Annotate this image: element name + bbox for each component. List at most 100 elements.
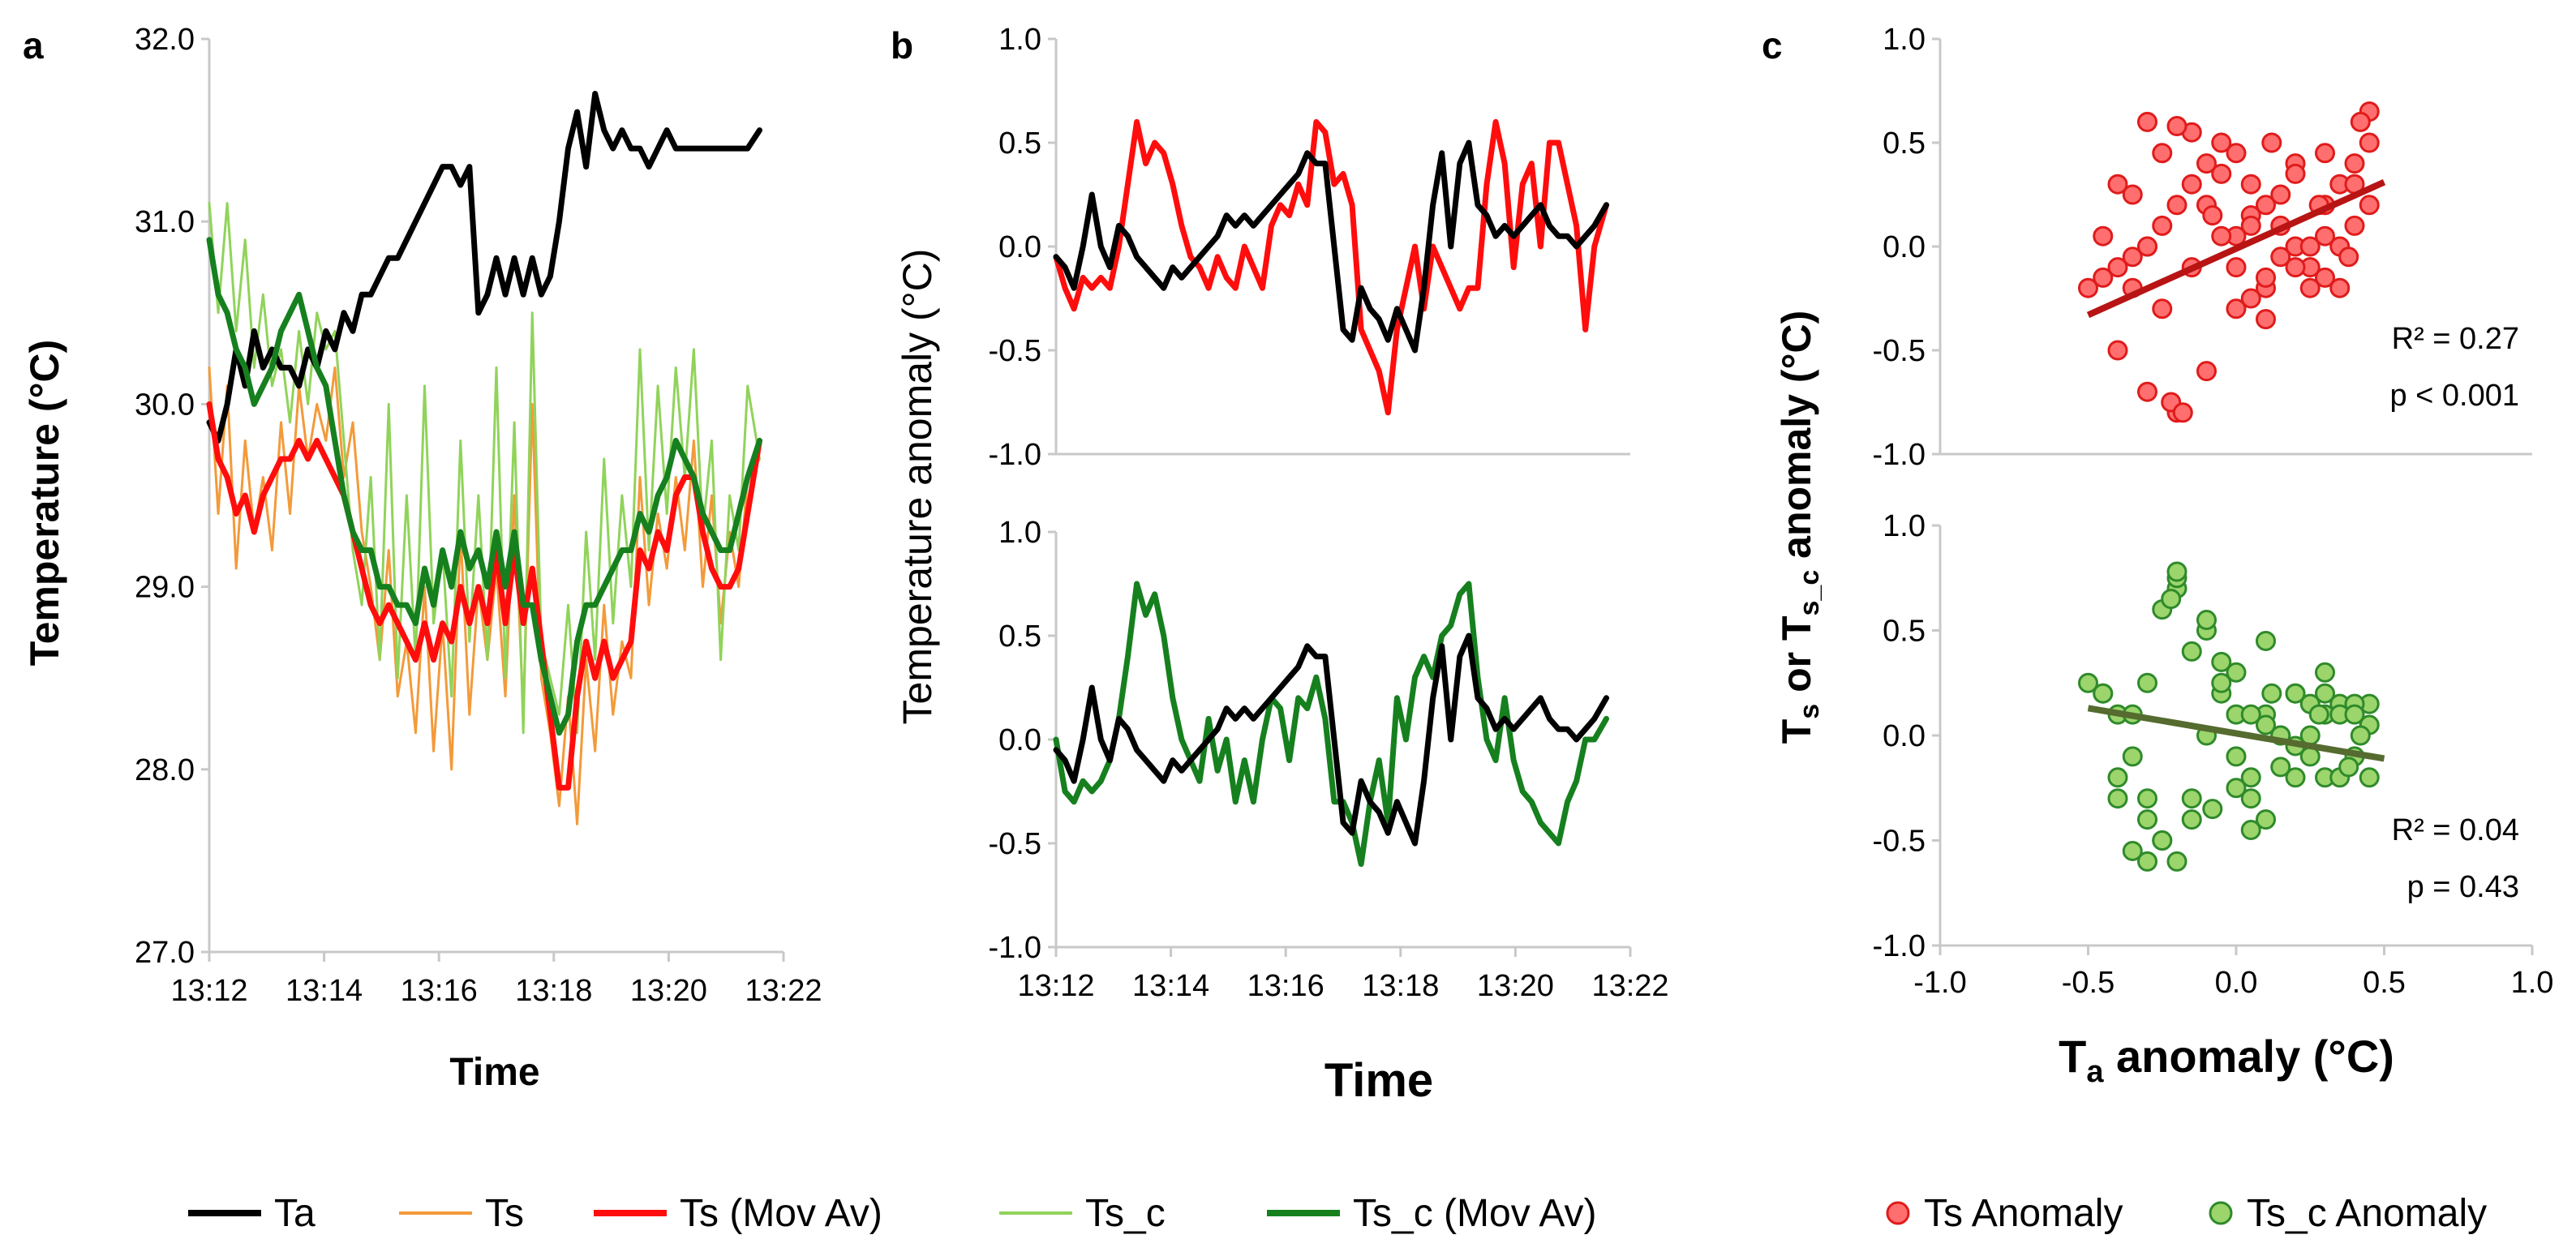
scatter-point [2196, 610, 2217, 631]
scatter-point [2240, 174, 2261, 195]
panel-label-a: a [23, 24, 44, 66]
scatter-point [2152, 830, 2173, 851]
panel-b-top-chart: -1.0 -0.5 0.0 0.5 1.0 [989, 23, 1630, 472]
scatter-point [2166, 116, 2187, 137]
scatter-point [2350, 725, 2371, 746]
annotation-r2: R² = 0.27 [2392, 322, 2519, 356]
panel-c-ylabel: Ts or Ts_c anomaly (°C) [1774, 311, 1825, 744]
y-tick-label: -1.0 [1873, 929, 1926, 963]
x-tick-label: 0.5 [2363, 966, 2406, 1000]
panel-a-chart: 27.0 28.0 29.0 30.0 31.0 32.0 13:12 13:14 13:16 1… [135, 23, 822, 1008]
scatter-point [2226, 143, 2247, 164]
legend-label-ts-anomaly: Ts Anomaly [1924, 1192, 2123, 1235]
x-tick-label: 0.0 [2215, 966, 2258, 1000]
scatter-point [2078, 277, 2098, 298]
panel-c-bottom-chart: -1.0 -0.5 0.0 0.5 1.0 -1.0 -0.5 0.0 0.5 1.0 R² = 0… [1873, 509, 2554, 1000]
scatter-point [2122, 746, 2143, 767]
x-tick-label: 1.0 [2511, 966, 2554, 1000]
panel-label-c: c [1762, 24, 1783, 66]
scatter-point [2107, 174, 2128, 195]
trend-line [2086, 178, 2386, 319]
scatter-point [2285, 683, 2306, 704]
annotation-p: p = 0.43 [2407, 870, 2519, 904]
scatter-point [2308, 704, 2329, 725]
scatter-point [2315, 662, 2335, 683]
y-tick-label: -0.5 [1873, 334, 1926, 368]
x-tick-label: 13:12 [170, 974, 247, 1008]
scatter-point [2181, 788, 2202, 809]
scatter-point [2256, 267, 2276, 288]
series-line-ts [208, 366, 761, 825]
scatter-point [2338, 757, 2359, 778]
x-tick-label: 13:20 [630, 974, 707, 1008]
y-tick-label: 1.0 [998, 23, 1041, 57]
scatter-point [2161, 589, 2182, 610]
scatter-point [2240, 288, 2261, 309]
y-tick-label: 29.0 [135, 571, 195, 605]
legend-label-tsc-anomaly: Ts_c Anomaly [2247, 1192, 2487, 1235]
x-tick-label: 13:18 [1362, 969, 1439, 1003]
scatter-point [2137, 851, 2157, 872]
scatter-point [2299, 236, 2321, 257]
x-tick-label: -1.0 [1913, 966, 1966, 1000]
x-tick-label: 13:22 [1591, 969, 1668, 1003]
series-line-ts_mov [206, 401, 762, 791]
scatter-point [2344, 215, 2365, 236]
scatter-point [2359, 195, 2380, 216]
y-tick-label: -0.5 [1873, 825, 1926, 859]
scatter-point [2093, 683, 2114, 704]
panel-b-ylabel: Temperature anomaly (°C) [895, 249, 940, 725]
legend-marker-ts-anomaly [1886, 1201, 1910, 1225]
panel-b-xlabel: Time [1324, 1054, 1433, 1107]
scatter-point [2093, 267, 2114, 288]
scatter-point [2137, 381, 2157, 402]
y-tick-label: 0.5 [1883, 615, 1926, 649]
legend-marker-tsc-anomaly [2209, 1201, 2233, 1225]
scatter-point [2152, 215, 2173, 236]
scatter-point [2256, 630, 2276, 651]
scatter-point [2256, 309, 2276, 330]
scatter-point [2261, 683, 2282, 704]
scatter-point [2211, 651, 2232, 672]
panel-c-xlabel-part-b: a [2086, 1055, 2104, 1089]
y-tick-label: 0.0 [998, 230, 1041, 264]
legend-label-tsc: Ts_c [1085, 1192, 1166, 1235]
series-line-tsc_mov [1053, 581, 1609, 868]
scatter-point [2285, 257, 2306, 278]
legend-scatter: Ts Anomaly Ts_c Anomaly [1886, 1192, 2487, 1235]
scatter-point [2315, 143, 2335, 164]
scatter-point [2240, 215, 2261, 236]
legend-lines: Ta Ts Ts (Mov Av) Ts_c Ts_c (Mov Av) [188, 1192, 1597, 1235]
scatter-point [2344, 153, 2365, 174]
panel-c-ylabel-part-c: or T [1774, 615, 1819, 703]
scatter-point [2202, 799, 2223, 820]
scatter-point [2270, 757, 2291, 778]
scatter-point [2172, 402, 2193, 423]
scatter-point [2270, 247, 2291, 268]
scatter-point [2137, 111, 2157, 132]
scatter-point [2137, 809, 2157, 830]
y-tick-label: 1.0 [1883, 509, 1926, 543]
trend-line [2087, 705, 2385, 762]
scatter-point [2285, 767, 2306, 788]
scatter-point [2211, 163, 2232, 184]
scatter-point [2256, 714, 2276, 735]
x-tick-label: 13:12 [1017, 969, 1094, 1003]
scatter-point [2196, 153, 2217, 174]
scatter-point [2338, 247, 2359, 268]
x-tick-label: 13:20 [1477, 969, 1554, 1003]
legend-label-ta: Ta [274, 1192, 316, 1235]
scatter-point [2359, 132, 2380, 153]
scatter-point [2122, 247, 2143, 268]
scatter-point [2359, 767, 2380, 788]
legend-label-ts-mov: Ts (Mov Av) [680, 1192, 882, 1235]
scatter-point [2240, 767, 2261, 788]
scatter-point [2226, 746, 2247, 767]
scatter-point [2211, 132, 2232, 153]
scatter-point [2315, 225, 2335, 247]
scatter-point [2107, 340, 2128, 361]
panel-label-b: b [891, 24, 913, 66]
scatter-point [2166, 561, 2187, 582]
y-tick-label: -0.5 [989, 827, 1041, 861]
x-tick-label: -0.5 [2062, 966, 2114, 1000]
